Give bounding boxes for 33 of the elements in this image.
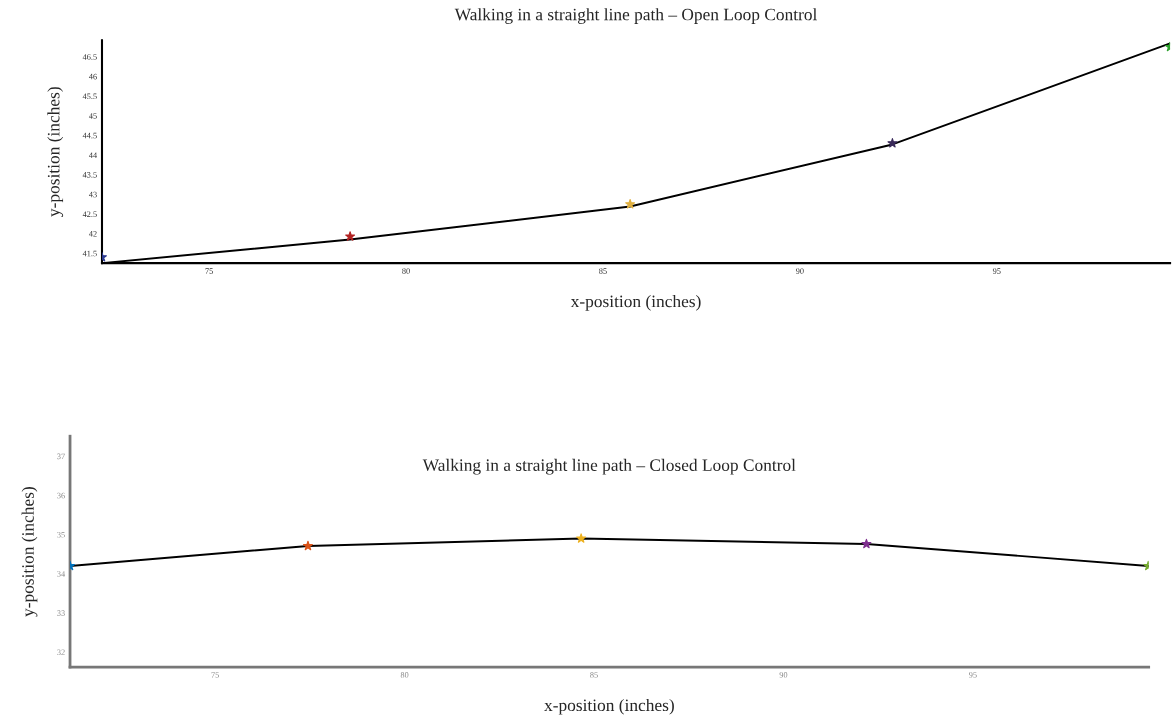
y-tick-label: 42.5 [82, 211, 97, 218]
y-tick-label: 42 [88, 231, 97, 237]
y-axis-title: y-position (inches) [47, 87, 64, 217]
y-tick-label: 41.5 [82, 250, 97, 257]
text: Walking in a straight line path – Closed Loop Control [422, 458, 796, 475]
x-tick-label: 80 [400, 672, 409, 678]
x-tick-label: 95 [968, 672, 977, 678]
y-tick-label: 44 [88, 152, 97, 158]
y-axis-title: y-position (inches) [21, 487, 38, 617]
x-tick-label: 80 [402, 268, 410, 274]
y-tick-label: 45.5 [82, 93, 97, 100]
y-tick-label: 32 [57, 649, 65, 656]
x-tick-label: 90 [795, 268, 804, 274]
y-tick-label: 43 [88, 191, 97, 198]
x-axis-title: x-position (inches) [544, 698, 674, 715]
x-tick-label: 90 [779, 672, 788, 678]
y-tick-label: 44.5 [82, 132, 97, 139]
x-tick-label: 85 [590, 672, 598, 678]
y-tick-label: 43.5 [82, 172, 97, 178]
y-tick-label: 36 [57, 492, 65, 499]
y-tick-label: 37 [57, 453, 65, 460]
chart-title: Walking in a straight line path – Open Loop Control [454, 8, 817, 24]
y-tick-label: 46 [88, 73, 97, 80]
y-tick-label: 46.5 [82, 54, 97, 60]
y-tick-label: 33 [57, 610, 65, 616]
x-tick-label: 95 [992, 268, 1001, 274]
y-tick-label: 35 [57, 531, 65, 538]
x-axis-title: x-position (inches) [570, 295, 701, 311]
x-tick-label: 85 [599, 268, 607, 274]
y-tick-label: 34 [57, 571, 66, 577]
y-tick-label: 45 [88, 113, 97, 119]
x-tick-label: 75 [211, 672, 219, 678]
x-tick-label: 75 [205, 268, 213, 274]
